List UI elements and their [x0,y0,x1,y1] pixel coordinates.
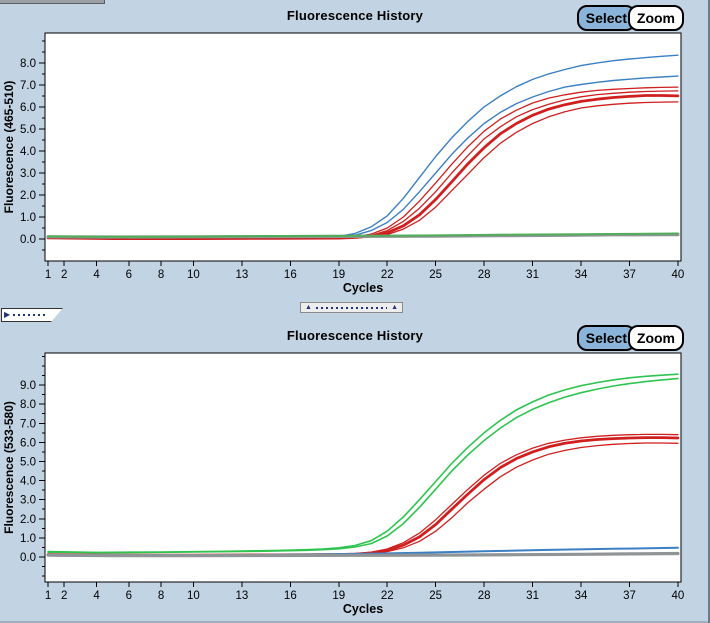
series-red-4 [47,101,679,240]
chart-panel-top: 0.0 1.0 2.0 3.0 4.0 5.0 6.0 7.0 8.0 1 2 4 6 8 10 13 16 19… [0,0,710,312]
expand-right-arrow-icon: ▶ [4,310,11,319]
x-tick-label: 25 [429,590,442,602]
series-group [46,373,680,558]
x-tick-label: 8 [158,269,164,281]
x-tick-label: 40 [672,269,685,281]
chart-title: Fluorescence History [286,8,424,23]
vertical-splitter-handle[interactable]: ▲ ▲ [300,302,403,313]
x-tick-label: 10 [187,269,200,281]
x-tick-label: 28 [478,590,491,602]
x-tick-label: 37 [623,269,636,281]
x-tick-label: 34 [575,590,588,602]
x-tick-label: 4 [93,590,100,602]
window-tab-fragment [0,0,105,4]
x-tick-label: 25 [429,269,442,281]
x-tick-label: 2 [61,590,67,602]
window-bottom-edge [0,621,708,623]
horizontal-splitter-handle[interactable]: ▶ [1,308,63,322]
x-tick-label: 19 [332,590,345,602]
y-tick-label: 6.0 [20,102,36,114]
y-tick-label: 1.0 [20,533,36,545]
x-tick-label: 16 [284,269,297,281]
x-tick-label: 22 [381,590,394,602]
y-tick-label: 5.0 [20,124,36,136]
y-tick-label: 6.0 [20,437,36,449]
x-axis-label: Cycles [343,281,383,295]
x-tick-label: 37 [623,590,636,602]
y-tick-label: 5.0 [20,456,36,468]
x-tick-label: 31 [526,269,539,281]
x-tick-label: 34 [575,269,588,281]
y-tick-label: 2.0 [20,190,36,202]
chart-title: Fluorescence History [286,328,424,343]
fluorescence-history-chart-465-510[interactable]: 0.0 1.0 2.0 3.0 4.0 5.0 6.0 7.0 8.0 1 2 4 6 8 10 13 16 19… [0,0,710,312]
x-tick-label: 13 [235,269,248,281]
y-tick-label: 7.0 [20,418,36,430]
x-tick-label: 2 [61,269,67,281]
series-green-low [47,377,679,554]
y-tick-label: 2.0 [20,514,36,526]
series-green-baseline [47,232,679,238]
zoom-button[interactable]: Zoom [627,325,684,351]
fluorescence-history-chart-533-580[interactable]: 0.0 1.0 2.0 3.0 4.0 5.0 6.0 7.0 8.0 9.0 1 2 4 6 8 10 13 1… [0,320,710,623]
y-tick-label: 0.0 [20,552,36,564]
x-tick-label: 6 [126,269,132,281]
chart-panel-bottom: 0.0 1.0 2.0 3.0 4.0 5.0 6.0 7.0 8.0 9.0 1 2 4 6 8 10 13 1… [0,320,710,623]
select-button[interactable]: Select [576,5,636,31]
x-tick-label: 8 [158,590,164,602]
x-tick-label: 16 [284,590,297,602]
y-axis-label: Fluorescence (465-510) [2,81,16,214]
select-button[interactable]: Select [576,325,636,351]
y-tick-label: 9.0 [20,380,36,392]
axes: 0.0 1.0 2.0 3.0 4.0 5.0 6.0 7.0 8.0 1 2 4 6 8 10 13 16 19… [2,40,685,295]
splitter-up-arrow-icon: ▲ [305,304,312,311]
splitter-dotted-grip [315,306,388,309]
x-tick-label: 1 [45,590,51,602]
y-tick-label: 3.0 [20,495,36,507]
series-group [46,54,680,241]
series-gray-baseline [46,551,680,558]
x-tick-label: 13 [235,590,248,602]
y-tick-label: 3.0 [20,168,36,180]
y-tick-label: 4.0 [20,476,36,488]
zoom-button[interactable]: Zoom [627,5,684,31]
x-tick-label: 19 [332,269,345,281]
x-tick-label: 31 [526,590,539,602]
y-axis-label: Fluorescence (533-580) [2,401,16,534]
y-tick-label: 7.0 [20,80,36,92]
x-tick-label: 6 [126,590,132,602]
x-axis-label: Cycles [343,602,383,616]
x-tick-label: 22 [381,269,394,281]
splitter-dotted-grip [13,314,48,316]
x-tick-label: 28 [478,269,491,281]
y-tick-label: 0.0 [20,234,36,246]
y-tick-label: 4.0 [20,146,36,158]
axes: 0.0 1.0 2.0 3.0 4.0 5.0 6.0 7.0 8.0 9.0 1 2 4 6 8 10 13 1… [2,355,685,616]
y-tick-label: 1.0 [20,212,36,224]
y-tick-label: 8.0 [20,58,36,70]
x-tick-label: 40 [672,590,685,602]
plot-area[interactable] [44,352,682,583]
plot-area[interactable] [44,32,682,262]
splitter-up-arrow-icon: ▲ [391,304,398,311]
y-tick-label: 8.0 [20,399,36,411]
x-tick-label: 4 [93,269,100,281]
x-tick-label: 10 [187,590,200,602]
x-tick-label: 1 [45,269,51,281]
